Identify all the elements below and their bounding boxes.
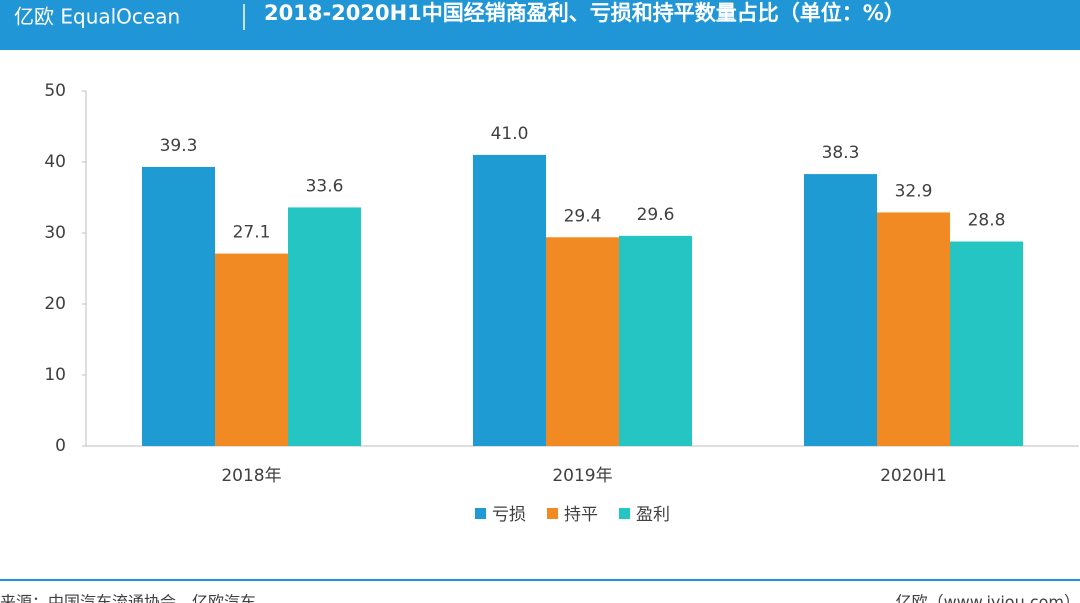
data-label: 28.8 bbox=[968, 211, 1006, 231]
x-tick-label: 2019年 bbox=[552, 466, 612, 486]
bar bbox=[473, 154, 546, 446]
chart-title: 2018-2020H1中国经销商盈利、亏损和持平数量占比（单位：%） bbox=[264, 1, 905, 25]
bar bbox=[619, 235, 692, 446]
bar bbox=[804, 174, 877, 446]
y-tick-label: 40 bbox=[44, 152, 66, 172]
legend-swatch bbox=[547, 508, 558, 519]
legend-label: 亏损 bbox=[492, 505, 526, 525]
data-label: 38.3 bbox=[822, 143, 860, 163]
bar bbox=[288, 207, 361, 446]
y-tick-label: 20 bbox=[44, 294, 66, 314]
data-label: 29.4 bbox=[564, 206, 602, 226]
y-tick-label: 0 bbox=[55, 436, 66, 456]
data-label: 27.1 bbox=[233, 223, 271, 243]
bar bbox=[142, 166, 215, 446]
data-label: 41.0 bbox=[491, 124, 529, 144]
bar bbox=[877, 212, 950, 446]
bar bbox=[950, 241, 1023, 446]
bar bbox=[546, 237, 619, 446]
legend-label: 持平 bbox=[564, 505, 598, 525]
y-tick-label: 50 bbox=[44, 81, 66, 101]
x-tick-label: 2020H1 bbox=[880, 466, 947, 486]
data-label: 39.3 bbox=[160, 136, 198, 156]
bar bbox=[215, 253, 288, 446]
data-label: 33.6 bbox=[306, 176, 344, 196]
source: 来源：中国汽车流通协会，亿欧汽车 bbox=[0, 593, 256, 603]
header-band bbox=[0, 0, 1080, 50]
data-label: 32.9 bbox=[895, 181, 933, 201]
x-tick-label: 2018年 bbox=[221, 466, 281, 486]
legend-label: 盈利 bbox=[636, 505, 670, 525]
y-tick-label: 30 bbox=[44, 223, 66, 243]
y-tick-label: 10 bbox=[44, 365, 66, 385]
logo: 亿欧 EqualOcean bbox=[14, 5, 180, 29]
legend-swatch bbox=[475, 508, 486, 519]
site: 亿欧（www.iyiou.com） bbox=[896, 593, 1080, 603]
data-label: 29.6 bbox=[637, 205, 675, 225]
legend-swatch bbox=[619, 508, 630, 519]
